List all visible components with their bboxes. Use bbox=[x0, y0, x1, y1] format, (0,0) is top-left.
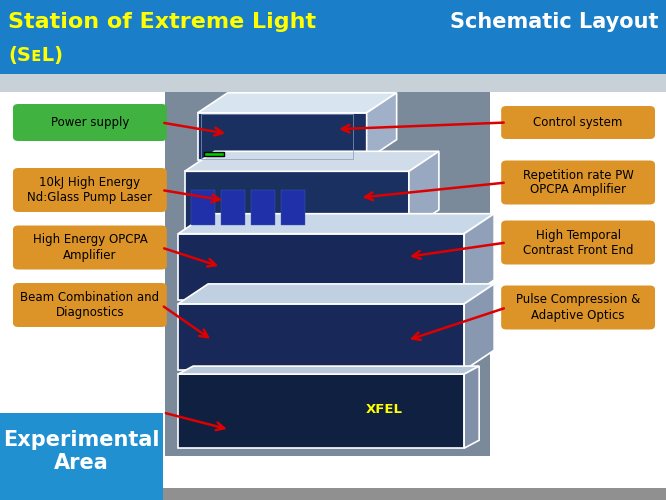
FancyBboxPatch shape bbox=[191, 190, 214, 225]
FancyBboxPatch shape bbox=[13, 283, 166, 327]
Polygon shape bbox=[178, 374, 464, 448]
Polygon shape bbox=[184, 152, 439, 172]
Polygon shape bbox=[178, 214, 494, 234]
Text: Control system: Control system bbox=[533, 116, 623, 129]
FancyBboxPatch shape bbox=[204, 152, 224, 156]
Polygon shape bbox=[464, 284, 494, 370]
Text: 10kJ High Energy
Nd:Glass Pump Laser: 10kJ High Energy Nd:Glass Pump Laser bbox=[27, 176, 153, 204]
FancyBboxPatch shape bbox=[251, 190, 274, 225]
Text: Station of Extreme Light: Station of Extreme Light bbox=[8, 12, 316, 32]
Text: Repetition rate PW
OPCPA Amplifier: Repetition rate PW OPCPA Amplifier bbox=[523, 168, 633, 196]
Text: Experimental
Area: Experimental Area bbox=[3, 430, 160, 473]
Polygon shape bbox=[198, 113, 367, 160]
Text: (SᴇL): (SᴇL) bbox=[8, 46, 63, 66]
Text: Beam Combination and
Diagnostics: Beam Combination and Diagnostics bbox=[21, 291, 159, 319]
Polygon shape bbox=[178, 366, 479, 374]
Polygon shape bbox=[178, 304, 464, 370]
Polygon shape bbox=[184, 172, 409, 230]
FancyBboxPatch shape bbox=[281, 190, 304, 225]
Text: XFEL: XFEL bbox=[366, 402, 402, 415]
FancyBboxPatch shape bbox=[501, 160, 655, 204]
FancyBboxPatch shape bbox=[501, 286, 655, 330]
FancyBboxPatch shape bbox=[13, 168, 166, 212]
Polygon shape bbox=[464, 366, 479, 448]
Polygon shape bbox=[409, 152, 439, 230]
Polygon shape bbox=[178, 284, 494, 304]
FancyBboxPatch shape bbox=[13, 226, 166, 270]
Polygon shape bbox=[367, 93, 397, 160]
FancyBboxPatch shape bbox=[501, 220, 655, 264]
FancyBboxPatch shape bbox=[165, 66, 490, 456]
FancyBboxPatch shape bbox=[0, 412, 163, 500]
Text: High Energy OPCPA
Amplifier: High Energy OPCPA Amplifier bbox=[33, 234, 147, 262]
FancyBboxPatch shape bbox=[501, 106, 655, 139]
Text: Power supply: Power supply bbox=[51, 116, 129, 129]
Polygon shape bbox=[198, 93, 397, 113]
Text: High Temporal
Contrast Front End: High Temporal Contrast Front End bbox=[523, 228, 633, 256]
Polygon shape bbox=[464, 214, 494, 300]
FancyBboxPatch shape bbox=[0, 488, 666, 500]
FancyBboxPatch shape bbox=[0, 74, 666, 92]
FancyBboxPatch shape bbox=[0, 0, 666, 74]
FancyBboxPatch shape bbox=[13, 104, 166, 141]
Text: Schematic Layout: Schematic Layout bbox=[450, 12, 658, 32]
Text: Pulse Compression &
Adaptive Optics: Pulse Compression & Adaptive Optics bbox=[516, 294, 640, 322]
Polygon shape bbox=[178, 234, 464, 300]
FancyBboxPatch shape bbox=[221, 190, 244, 225]
